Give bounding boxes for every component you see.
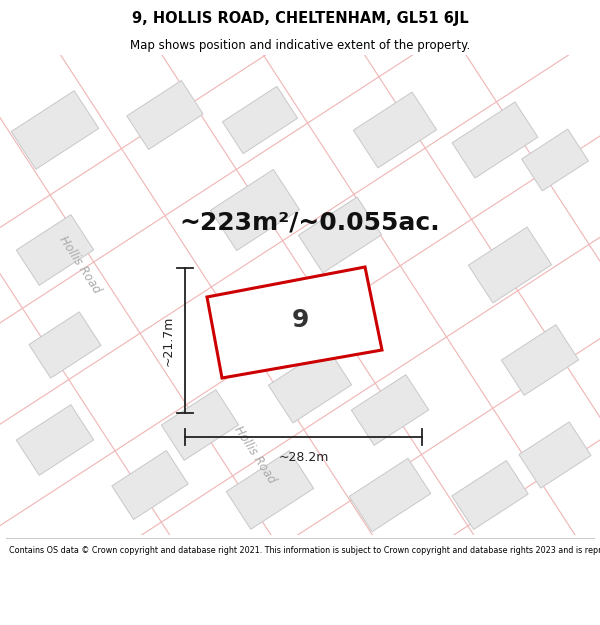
Polygon shape [298,197,382,273]
Polygon shape [112,451,188,519]
Polygon shape [11,91,99,169]
Polygon shape [519,422,591,488]
Polygon shape [16,214,94,286]
Polygon shape [349,458,431,532]
Text: Contains OS data © Crown copyright and database right 2021. This information is : Contains OS data © Crown copyright and d… [9,546,600,555]
Text: Map shows position and indicative extent of the property.: Map shows position and indicative extent… [130,39,470,51]
Polygon shape [502,324,578,396]
Text: 9: 9 [292,308,308,332]
Text: ~223m²/~0.055ac.: ~223m²/~0.055ac. [179,211,440,235]
Polygon shape [211,169,299,251]
Text: ~28.2m: ~28.2m [278,451,329,464]
Polygon shape [469,227,551,303]
Polygon shape [127,81,203,149]
Text: Hollis Road: Hollis Road [56,234,103,296]
Text: ~21.7m: ~21.7m [162,315,175,366]
Polygon shape [353,92,437,168]
Polygon shape [226,451,314,529]
Polygon shape [223,86,298,154]
Polygon shape [161,389,239,461]
Polygon shape [29,312,101,378]
Text: 9, HOLLIS ROAD, CHELTENHAM, GL51 6JL: 9, HOLLIS ROAD, CHELTENHAM, GL51 6JL [131,11,469,26]
Polygon shape [268,347,352,423]
Polygon shape [521,129,589,191]
Polygon shape [452,102,538,178]
Polygon shape [452,461,528,529]
Text: Hollis Road: Hollis Road [232,424,278,486]
Polygon shape [16,404,94,476]
Polygon shape [352,374,428,446]
Polygon shape [207,267,382,378]
